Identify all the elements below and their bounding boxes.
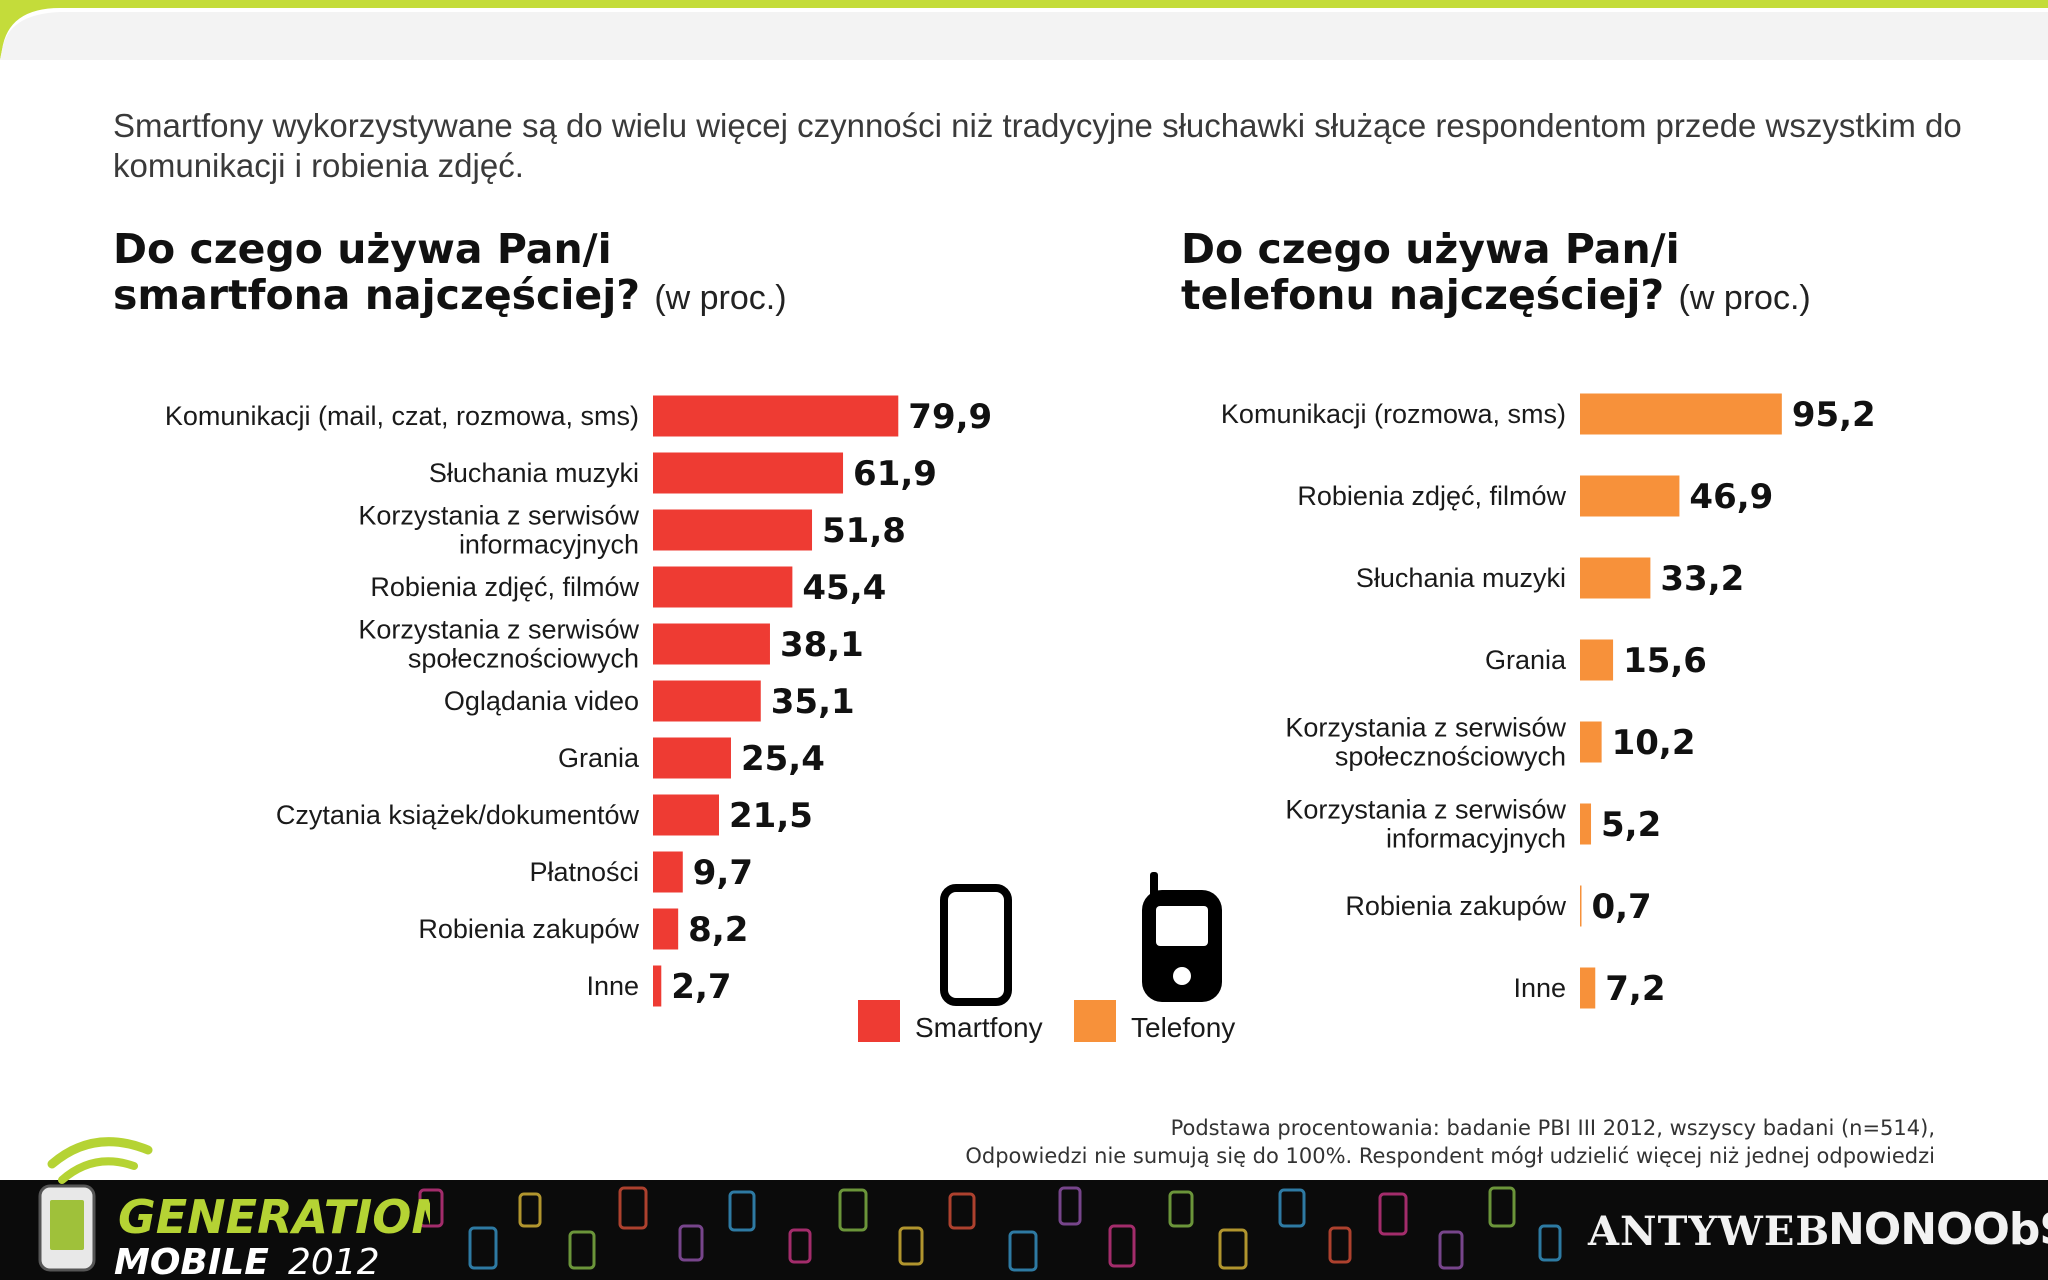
value-label-1-5: 5,2 xyxy=(1601,805,1661,845)
value-label-1-3: 15,6 xyxy=(1623,641,1707,681)
bar-1-5 xyxy=(1580,803,1592,845)
bar-1-4 xyxy=(1580,721,1602,763)
value-label-0-2: 51,8 xyxy=(822,511,906,551)
bar-0-5 xyxy=(653,680,761,722)
value-label-0-0: 79,9 xyxy=(908,397,992,437)
logo-text-generation: GENERATION xyxy=(118,1190,430,1244)
legend-phones: Telefony xyxy=(1074,1000,1235,1042)
category-label-0-6: Grania xyxy=(558,743,640,773)
bar-0-1 xyxy=(653,452,844,494)
antyweb-logo: ANTYWEB xyxy=(1588,1208,1831,1255)
value-label-0-10: 2,7 xyxy=(671,967,731,1007)
value-label-1-1: 46,9 xyxy=(1689,477,1773,517)
category-label-0-3: Robienia zdjęć, filmów xyxy=(370,572,639,602)
category-label-1-5-line1: informacyjnych xyxy=(1386,824,1566,854)
phone-chart-title-suffix: (w proc.) xyxy=(1678,279,1811,317)
bar-0-6 xyxy=(653,737,731,779)
bar-1-6 xyxy=(1580,885,1582,927)
legend-swatch-smartphones xyxy=(858,1000,900,1042)
value-label-1-2: 33,2 xyxy=(1660,559,1744,599)
phone-chart-title-line1: Do czego używa Pan/i xyxy=(1181,225,1680,273)
footnote-line2: Odpowiedzi nie sumują się do 100%. Respo… xyxy=(965,1144,1935,1168)
value-label-0-5: 35,1 xyxy=(771,682,855,722)
value-label-0-1: 61,9 xyxy=(853,454,937,494)
value-label-0-3: 45,4 xyxy=(802,568,886,608)
category-label-0-2-line1: informacyjnych xyxy=(459,530,639,560)
category-label-0-8: Płatności xyxy=(529,857,639,887)
logo-text-mobile: MOBILE xyxy=(114,1242,269,1278)
bar-1-7 xyxy=(1580,967,1596,1009)
bar-1-3 xyxy=(1580,639,1614,681)
footnote-line1: Podstawa procentowania: badanie PBI III … xyxy=(1170,1116,1935,1140)
category-label-1-2: Słuchania muzyki xyxy=(1356,563,1566,593)
bar-0-8 xyxy=(653,851,683,893)
smartphone-icon xyxy=(940,884,1012,1006)
value-label-0-4: 38,1 xyxy=(780,625,864,665)
bottom-branding-band xyxy=(0,1180,2048,1280)
bar-0-0 xyxy=(653,395,899,437)
category-label-1-5-line0: Korzystania z serwisów xyxy=(1285,795,1566,825)
bar-0-2 xyxy=(653,509,813,551)
category-label-1-3: Grania xyxy=(1485,645,1567,675)
value-label-0-8: 9,7 xyxy=(693,853,753,893)
category-label-1-7: Inne xyxy=(1513,973,1566,1003)
category-label-0-2-line0: Korzystania z serwisów xyxy=(358,501,639,531)
legend-swatch-phones xyxy=(1074,1000,1116,1042)
value-label-1-4: 10,2 xyxy=(1612,723,1696,763)
bar-0-4 xyxy=(653,623,770,665)
nonoobs-logo: NONOObS xyxy=(1828,1204,2048,1255)
bar-0-10 xyxy=(653,965,662,1007)
value-label-0-9: 8,2 xyxy=(688,910,748,950)
smartphone-chart-title-suffix: (w proc.) xyxy=(654,279,787,317)
value-label-1-7: 7,2 xyxy=(1605,969,1665,1009)
top-accent-curve xyxy=(0,0,2048,60)
bar-1-1 xyxy=(1580,475,1680,517)
logo-text-year: 2012 xyxy=(288,1242,380,1278)
value-label-1-0: 95,2 xyxy=(1792,395,1876,435)
category-label-0-7: Czytania książek/dokumentów xyxy=(276,800,640,830)
decorative-phone-pattern xyxy=(418,1186,1562,1272)
category-label-0-5: Oglądania video xyxy=(444,686,639,716)
phone-chart-title-line2: telefonu najczęściej? xyxy=(1181,271,1665,319)
category-label-1-1: Robienia zdjęć, filmów xyxy=(1297,481,1566,511)
legend-label-smartphones: Smartfony xyxy=(915,1012,1043,1043)
smartphone-chart-title: Do czego używa Pan/i smartfona najczęści… xyxy=(113,226,787,321)
intro-text: Smartfony wykorzystywane są do wielu wię… xyxy=(113,107,1962,184)
feature-phone-icon xyxy=(1142,872,1222,1002)
value-label-0-7: 21,5 xyxy=(729,796,813,836)
legend-smartphones: Smartfony xyxy=(858,1000,1043,1042)
smartphone-chart-title-line1: Do czego używa Pan/i xyxy=(113,225,612,273)
category-label-0-0: Komunikacji (mail, czat, rozmowa, sms) xyxy=(165,401,639,431)
bar-0-3 xyxy=(653,566,793,608)
smartphone-chart-title-line2: smartfona najczęściej? xyxy=(113,271,641,319)
category-label-0-9: Robienia zakupów xyxy=(418,914,639,944)
bar-0-9 xyxy=(653,908,679,950)
generation-mobile-logo: GENERATION MOBILE 2012 xyxy=(38,1137,430,1278)
value-label-1-6: 0,7 xyxy=(1591,887,1651,927)
footnote: Podstawa procentowania: badanie PBI III … xyxy=(965,1114,1935,1170)
category-label-1-6: Robienia zakupów xyxy=(1345,891,1566,921)
value-label-0-6: 25,4 xyxy=(741,739,825,779)
category-label-0-10: Inne xyxy=(586,971,639,1001)
bar-0-7 xyxy=(653,794,720,836)
category-label-0-4-line0: Korzystania z serwisów xyxy=(358,615,639,645)
phone-chart-title: Do czego używa Pan/i telefonu najczęście… xyxy=(1181,226,1811,321)
legend-label-phones: Telefony xyxy=(1131,1012,1236,1043)
category-label-0-4-line1: społecznościowych xyxy=(408,644,639,674)
category-label-1-4-line1: społecznościowych xyxy=(1335,742,1566,772)
bar-1-0 xyxy=(1580,393,1782,435)
bar-1-2 xyxy=(1580,557,1651,599)
category-label-1-0: Komunikacji (rozmowa, sms) xyxy=(1221,399,1566,429)
category-label-0-1: Słuchania muzyki xyxy=(429,458,639,488)
category-label-1-4-line0: Korzystania z serwisów xyxy=(1285,713,1566,743)
